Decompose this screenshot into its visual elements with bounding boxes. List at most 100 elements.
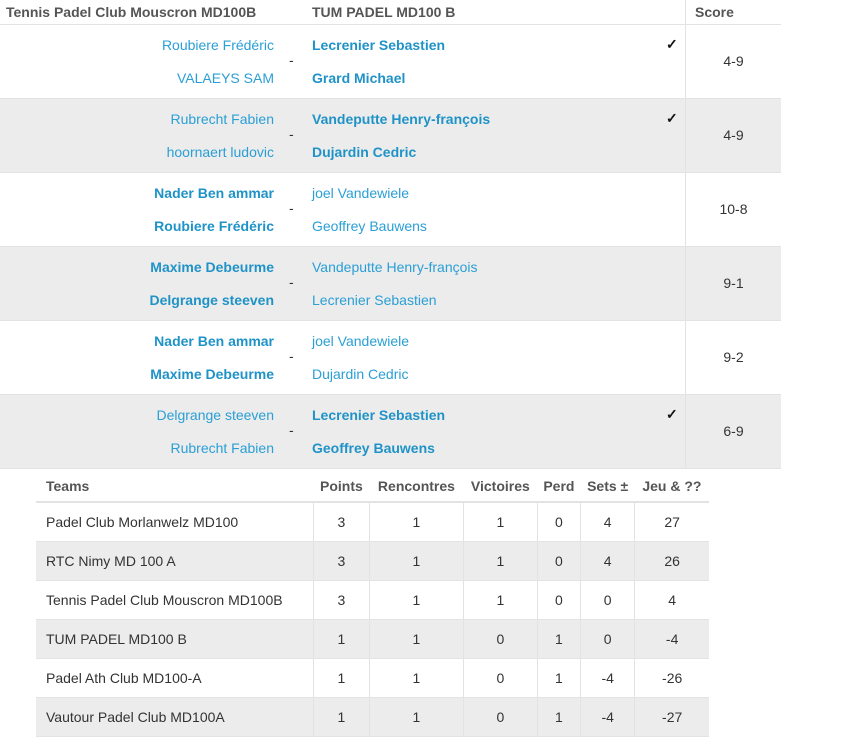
- team-name: Padel Ath Club MD100-A: [36, 658, 314, 698]
- stat-cell: 1: [368, 697, 464, 737]
- standings-table: Teams Points Rencontres Victoires Perd Sets ±…: [36, 470, 709, 737]
- column-header: Sets ±: [580, 470, 635, 503]
- away-player-link[interactable]: Dujardin Cedric: [312, 144, 417, 160]
- stat-cell: 0: [462, 619, 538, 659]
- away-player-link[interactable]: joel Vandewiele: [312, 185, 410, 201]
- versus-dash: -: [289, 348, 294, 364]
- stat-cell: 0: [536, 580, 581, 620]
- score-column-divider: [685, 0, 686, 469]
- stat-cell: -4: [580, 658, 635, 698]
- team-name: Padel Club Morlanwelz MD100: [36, 502, 314, 542]
- away-player-link[interactable]: Lecrenier Sebastien: [312, 407, 446, 423]
- home-player-link[interactable]: Rubrecht Fabien: [170, 111, 274, 127]
- away-player-link[interactable]: joel Vandewiele: [312, 333, 410, 349]
- away-player-link[interactable]: Dujardin Cedric: [312, 366, 409, 382]
- stat-cell: 1: [312, 697, 370, 737]
- away-player-link[interactable]: Geoffrey Bauwens: [312, 440, 435, 456]
- match-row: Maxime Debeurme Delgrange steeven Vandeput…: [0, 247, 781, 321]
- stat-cell: -26: [634, 658, 709, 698]
- column-header: Points: [313, 470, 370, 503]
- away-player-link[interactable]: Grard Michael: [312, 70, 406, 86]
- home-player-link[interactable]: Roubiere Frédéric: [154, 218, 274, 234]
- home-player-link[interactable]: Roubiere Frédéric: [161, 37, 274, 53]
- stat-cell: 1: [536, 619, 581, 659]
- score-header: Score: [695, 4, 734, 20]
- team-name: RTC Nimy MD 100 A: [36, 541, 314, 581]
- stat-cell: 1: [462, 580, 538, 620]
- versus-dash: -: [289, 274, 294, 290]
- away-player-link[interactable]: Vandeputte Henry-françois: [312, 111, 491, 127]
- away-player-link[interactable]: Lecrenier Sebastien: [312, 292, 437, 308]
- versus-dash: -: [289, 52, 294, 68]
- column-header: Perd: [537, 470, 581, 503]
- match-score: 4-9: [723, 127, 744, 143]
- match-score: 6-9: [723, 423, 744, 439]
- versus-dash: -: [289, 200, 294, 216]
- standings-row: Padel Ath Club MD100-A 1 1 0 1 -4 -26: [36, 658, 709, 698]
- match-row: Nader Ben ammar Maxime Debeurme joel Vande…: [0, 321, 781, 395]
- home-player-link[interactable]: Delgrange steeven: [156, 407, 274, 423]
- home-player-link[interactable]: Nader Ben ammar: [154, 185, 274, 201]
- matches-table: Tennis Padel Club Mouscron MD100B TUM PA…: [0, 0, 781, 469]
- stat-cell: 1: [462, 541, 538, 581]
- home-player-link[interactable]: Nader Ben ammar: [154, 333, 274, 349]
- stat-cell: 1: [368, 619, 464, 659]
- stat-cell: -4: [634, 619, 709, 659]
- stat-cell: 1: [368, 502, 464, 542]
- column-header: Jeu & ??: [634, 470, 709, 503]
- standings-row: Padel Club Morlanwelz MD100 3 1 1 0 4 27: [36, 502, 709, 542]
- stat-cell: 1: [368, 541, 464, 581]
- match-score: 10-8: [719, 201, 748, 217]
- home-player-link[interactable]: Delgrange steeven: [149, 292, 275, 308]
- match-row: Roubiere Frédéric VALAEYS SAM Lecrenier Se…: [0, 25, 781, 99]
- column-header: Rencontres: [369, 470, 464, 503]
- stat-cell: 3: [312, 541, 370, 581]
- stat-cell: 0: [462, 658, 538, 698]
- stat-cell: 4: [580, 502, 635, 542]
- versus-dash: -: [289, 126, 294, 142]
- stat-cell: 27: [634, 502, 709, 542]
- away-player-link[interactable]: Vandeputte Henry-françois: [312, 259, 478, 275]
- home-team-header: Tennis Padel Club Mouscron MD100B: [6, 4, 257, 20]
- stat-cell: 0: [536, 502, 581, 542]
- stat-cell: 0: [580, 619, 635, 659]
- match-score: 9-1: [723, 275, 744, 291]
- matches-header: Tennis Padel Club Mouscron MD100B TUM PA…: [0, 0, 781, 25]
- away-player-link[interactable]: Geoffrey Bauwens: [312, 218, 427, 234]
- standings-row: RTC Nimy MD 100 A 3 1 1 0 4 26: [36, 541, 709, 581]
- team-name: Vautour Padel Club MD100A: [36, 697, 314, 737]
- column-header: Victoires: [463, 470, 538, 503]
- check-icon: ✓: [666, 110, 678, 126]
- stat-cell: 0: [462, 697, 538, 737]
- match-row: Nader Ben ammar Roubiere Frédéric joel Van…: [0, 173, 781, 247]
- team-name: TUM PADEL MD100 B: [36, 619, 314, 659]
- stat-cell: 4: [580, 541, 635, 581]
- check-icon: ✓: [666, 36, 678, 52]
- versus-dash: -: [289, 422, 294, 438]
- stat-cell: 1: [312, 619, 370, 659]
- home-player-link[interactable]: Rubrecht Fabien: [170, 440, 274, 456]
- standings-row: Tennis Padel Club Mouscron MD100B 3 1 1 0 0 4: [36, 580, 709, 620]
- home-player-link[interactable]: Maxime Debeurme: [150, 259, 274, 275]
- stat-cell: 1: [536, 697, 581, 737]
- stat-cell: -27: [634, 697, 709, 737]
- stat-cell: 1: [368, 658, 464, 698]
- away-team-header: TUM PADEL MD100 B: [312, 4, 456, 20]
- match-score: 4-9: [723, 53, 744, 69]
- stat-cell: 3: [312, 580, 370, 620]
- stat-cell: 26: [634, 541, 709, 581]
- stat-cell: -4: [580, 697, 635, 737]
- team-name: Tennis Padel Club Mouscron MD100B: [36, 580, 314, 620]
- home-player-link[interactable]: VALAEYS SAM: [176, 70, 274, 86]
- home-player-link[interactable]: hoornaert ludovic: [166, 144, 274, 160]
- away-player-link[interactable]: Lecrenier Sebastien: [312, 37, 446, 53]
- standings-header: Teams Points Rencontres Victoires Perd Sets ±…: [36, 470, 709, 503]
- standings-row: TUM PADEL MD100 B 1 1 0 1 0 -4: [36, 619, 709, 659]
- check-icon: ✓: [666, 406, 678, 422]
- stat-cell: 1: [536, 658, 581, 698]
- column-header: Teams: [36, 470, 314, 503]
- match-score: 9-2: [723, 349, 744, 365]
- home-player-link[interactable]: Maxime Debeurme: [150, 366, 274, 382]
- stat-cell: 3: [312, 502, 370, 542]
- stat-cell: 0: [536, 541, 581, 581]
